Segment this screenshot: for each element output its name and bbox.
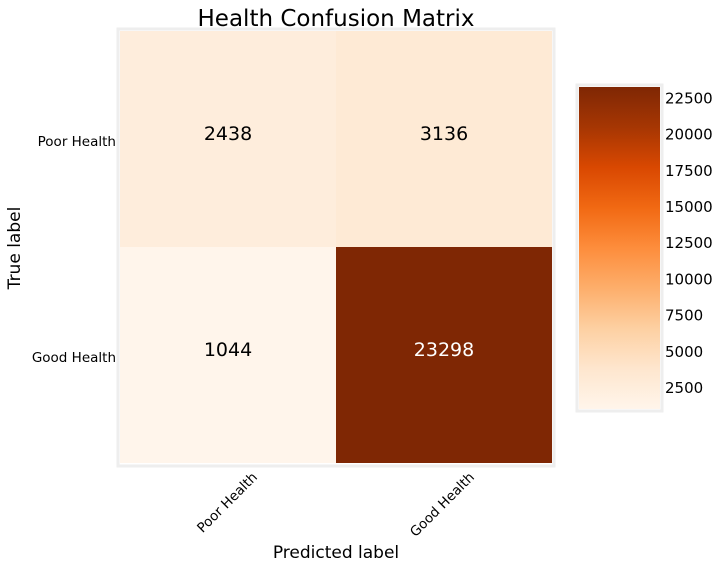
colorbar-tick-20000: 20000: [665, 126, 713, 144]
colorbar-tick-15000: 15000: [665, 198, 713, 216]
colorbar-frame: [575, 83, 664, 413]
cell-true-good-pred-good: [336, 247, 552, 463]
cell-value-true-poor-pred-poor: 2438: [204, 123, 252, 145]
colorbar-tick-5000: 5000: [665, 343, 703, 361]
matrix-cell-labels: 2438 3136 1044 23298: [204, 123, 474, 361]
matrix-cells: [120, 31, 552, 463]
cell-value-true-good-pred-poor: 1044: [204, 339, 252, 361]
cell-true-poor-pred-poor: [120, 31, 336, 247]
colorbar-tick-10000: 10000: [665, 270, 713, 288]
cell-true-good-pred-poor: [120, 247, 336, 463]
colorbar-tick-17500: 17500: [665, 162, 713, 180]
matrix-frame: [116, 27, 556, 468]
colorbar-ticks: 22500 20000 17500 15000 12500 10000 7500 5000 25…: [665, 90, 713, 397]
colorbar-tick-22500: 22500: [665, 90, 713, 108]
colorbar-tick-7500: 7500: [665, 307, 703, 325]
x-tick-good-health: Good Health: [407, 470, 478, 541]
x-tick-poor-health: Poor Health: [194, 470, 261, 537]
colorbar: [579, 87, 660, 409]
colorbar-tick-12500: 12500: [665, 234, 713, 252]
y-axis-label: True label: [5, 207, 25, 291]
cell-value-true-good-pred-good: 23298: [414, 339, 474, 361]
colorbar-tick-2500: 2500: [665, 379, 703, 397]
cell-value-true-poor-pred-good: 3136: [420, 123, 468, 145]
x-axis-label: Predicted label: [273, 543, 399, 563]
y-tick-good-health: Good Health: [32, 350, 116, 366]
y-tick-poor-health: Poor Health: [38, 134, 116, 150]
cell-true-poor-pred-good: [336, 31, 552, 247]
